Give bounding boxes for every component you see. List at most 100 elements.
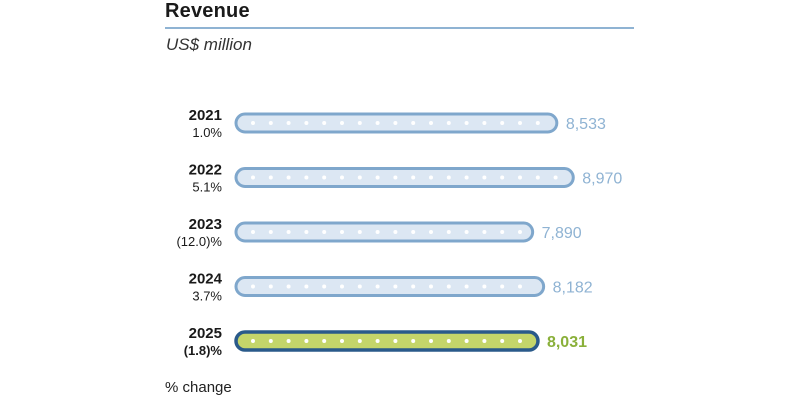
bar-dot [482,175,487,180]
bar-dot [322,121,327,125]
bar-dot [464,339,469,343]
bar-dot [429,230,433,234]
bar-dot [464,175,469,180]
bar-dot [375,121,380,125]
bar-dot [535,175,540,180]
value-label: 8,533 [566,116,606,133]
bar-dot [304,230,309,234]
bar-dot [357,230,362,234]
chart-title: Revenue [165,0,250,22]
year-label: 2022 [189,162,222,179]
bar-2024 [234,276,546,297]
year-label: 2025 [189,325,222,342]
bar-dot [429,339,433,343]
bar-dot [411,339,416,343]
bar-dot [518,121,522,125]
bar-dot [375,175,380,180]
bar-dot [482,339,487,343]
bar-dot [464,230,469,234]
bar-dot [340,121,344,125]
bar-dot [500,175,505,180]
bar-dot [357,121,362,125]
bar-dot [446,175,451,180]
bar-dot [304,284,309,289]
bar-dot [304,121,309,125]
bar-dot [518,230,522,234]
pct-change-label: (1.8)% [184,343,223,358]
year-label: 2021 [189,107,222,124]
bar-dot [375,284,380,289]
bar-dot [251,284,255,289]
value-label: 8,031 [547,334,587,351]
bar-dot [464,121,469,125]
bar-dot [251,230,255,234]
bar-dot [411,284,416,289]
bar-dot [482,284,487,289]
bar-dot [393,175,398,180]
value-label: 8,182 [553,280,593,297]
bar-dot [268,230,273,234]
bar-dot [251,175,255,180]
bar-dot [375,339,380,343]
bar-dot [464,284,469,289]
bar-dot [429,284,433,289]
bar-dot [500,121,505,125]
bar-dot [340,284,344,289]
bar-dot [286,284,291,289]
year-label: 2024 [189,271,223,288]
bar-dot [251,339,255,343]
bar-dot [411,230,416,234]
bar-dot [357,284,362,289]
bar-dot [357,339,362,343]
bar-dot [340,230,344,234]
bar-dot [322,175,327,180]
bar-dot [268,175,273,180]
bar-dot [411,175,416,180]
bar-dot [500,284,505,289]
bar-dot [375,230,380,234]
bar-dot [286,121,291,125]
value-label: 7,890 [542,225,582,242]
bar-dot [482,121,487,125]
bar-dot [393,121,398,125]
bar-dot [340,175,344,180]
bar-dot [286,230,291,234]
pct-change-label: (12.0)% [176,234,222,249]
bar-2025 [234,330,540,352]
value-label: 8,970 [582,171,622,188]
bar-dot [286,339,291,343]
bar-dot [304,339,309,343]
title-divider [165,27,634,29]
bar-dot [340,339,344,343]
bar-dot [482,230,487,234]
bar-dot [286,175,291,180]
bar-dot [518,284,522,289]
bar-dot [500,230,505,234]
bar-dot [553,175,558,180]
bar-dot [251,121,255,125]
bar-dot [446,339,451,343]
bar-dot [393,284,398,289]
bar-dot [322,230,327,234]
pct-change-label: 3.7% [192,289,222,304]
bar-2022 [234,167,575,188]
bar-dot [268,339,273,343]
bar-dot [446,121,451,125]
chart-subtitle: US$ million [166,35,252,54]
bar-dot [429,175,433,180]
bar-dot [429,121,433,125]
pct-change-label: 5.1% [192,180,222,195]
bar-dot [322,339,327,343]
bar-dot [411,121,416,125]
bar-dot [446,230,451,234]
bar-dot [304,175,309,180]
year-label: 2023 [189,216,222,233]
bar-dot [268,121,273,125]
bar-dot [518,339,522,343]
bar-dot [518,175,522,180]
bar-dot [322,284,327,289]
pct-change-note: % change [165,379,232,396]
bar-dot [268,284,273,289]
pct-change-label: 1.0% [192,125,222,140]
bar-dot [357,175,362,180]
